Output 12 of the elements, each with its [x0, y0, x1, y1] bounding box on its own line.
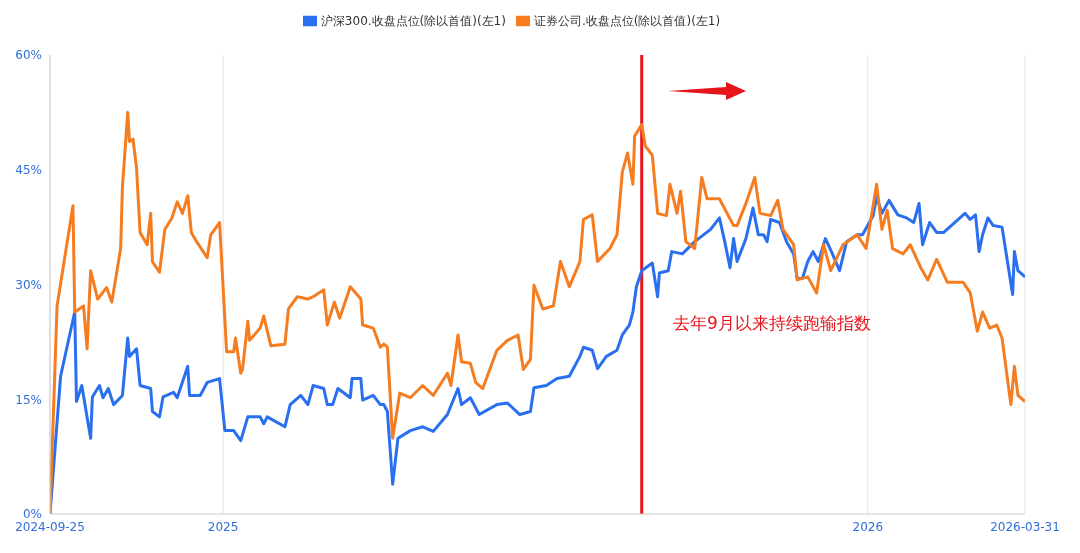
y-tick-label: 30%	[15, 277, 42, 292]
y-tick-label: 0%	[22, 507, 42, 522]
x-tick-label: 2026-03-31	[990, 519, 1060, 534]
legend-label: 沪深300.收盘点位(除以首值)(左1)	[320, 14, 506, 28]
x-tick-label: 2025	[207, 519, 239, 534]
y-tick-label: 60%	[15, 48, 42, 63]
legend-label: 证券公司.收盘点位(除以首值)(左1)	[533, 14, 721, 28]
x-tick-label: 2024-09-25	[15, 519, 85, 534]
annotation: 去年9月以来持续跑输指数	[673, 312, 871, 335]
y-tick-label: 15%	[15, 392, 42, 407]
y-tick-label: 45%	[15, 163, 42, 178]
x-tick-label: 2026	[852, 519, 884, 534]
